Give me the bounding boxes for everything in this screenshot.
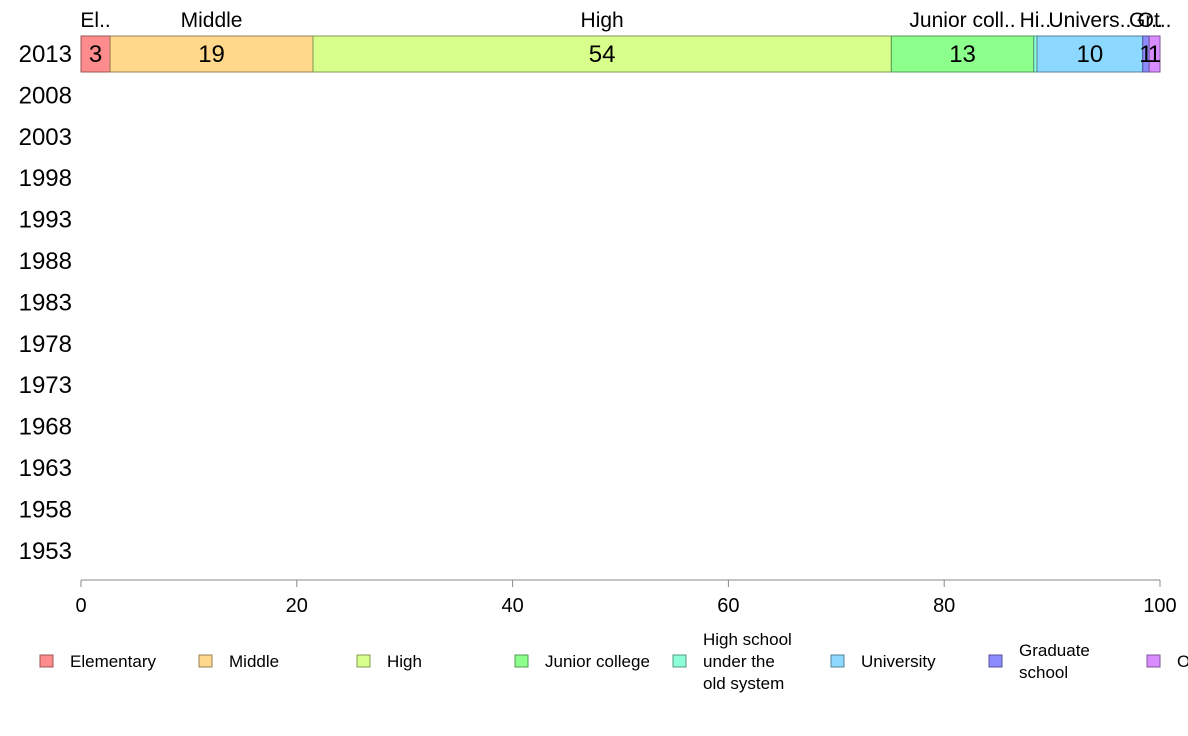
legend-swatch-middle — [198, 654, 213, 668]
y-axis-labels: 2013 2008 2003 1998 1993 1988 1983 1978 1973 1968… — [19, 41, 72, 565]
x-tick-label-20: 20 — [286, 595, 308, 617]
legend-swatch-high-school-under-the-old-system — [672, 654, 687, 668]
x-tick-label-40: 40 — [501, 595, 523, 617]
segment-label-elementary: 3 — [89, 41, 102, 68]
legend-swatch-elementary — [39, 654, 54, 668]
top-labels: El.. Middle High Junior coll.. Hi..Univers..… — [80, 9, 1171, 32]
y-label-1983: 1983 — [19, 289, 72, 316]
segment-label-graduate-school: 1 — [1139, 41, 1152, 68]
x-axis: 0 20 40 60 80 100 — [75, 579, 1177, 617]
legend-label-university-0: University — [861, 652, 936, 671]
legend-label-junior-college-0: Junior college — [545, 652, 650, 671]
y-label-2003: 2003 — [19, 124, 72, 151]
legend-label-graduate-school-1: school — [1019, 663, 1068, 682]
y-label-1968: 1968 — [19, 414, 72, 441]
top-label-university: Univers.. — [1048, 9, 1131, 32]
bar-2013-university — [1036, 35, 1144, 73]
legend-label-others-0: O — [1177, 652, 1188, 671]
segment-label-junior-college: 13 — [949, 41, 976, 68]
y-label-1988: 1988 — [19, 248, 72, 275]
y-label-2013: 2013 — [19, 41, 72, 68]
top-label-graduate-school: Gr.. — [1129, 9, 1163, 32]
bar-2013-middle — [109, 35, 314, 73]
y-label-1993: 1993 — [19, 207, 72, 234]
top-label-junior-college: Junior coll.. — [909, 9, 1015, 32]
legend-label-high-school-under-the-old-system-2: old system — [703, 674, 784, 693]
segment-label-middle: 19 — [198, 41, 225, 68]
y-label-2008: 2008 — [19, 82, 72, 109]
top-label-high: High — [581, 9, 624, 32]
y-label-1963: 1963 — [19, 455, 72, 482]
segment-label-high: 54 — [589, 41, 616, 68]
top-label-others: Ot.. — [1138, 9, 1172, 32]
segment-labels: 3 19 54 13 10 11 — [89, 41, 1161, 68]
x-tick-label-80: 80 — [933, 595, 955, 617]
legend-label-high-school-under-the-old-system-0: High school — [703, 630, 792, 649]
legend-label-graduate-school-0: Graduate — [1019, 641, 1090, 660]
y-label-1973: 1973 — [19, 372, 72, 399]
legend-label-middle-0: Middle — [229, 652, 279, 671]
top-label-high-school-under-the-old-system: Hi.. — [1020, 9, 1052, 32]
y-label-1998: 1998 — [19, 165, 72, 192]
segment-label-others: 1 — [1148, 41, 1161, 68]
legend-swatch-others — [1146, 654, 1161, 668]
y-label-1958: 1958 — [19, 496, 72, 523]
legend-label-high-0: High — [387, 652, 422, 671]
legend-label-elementary-0: Elementary — [70, 652, 156, 671]
bars — [80, 35, 1161, 73]
x-tick-label-0: 0 — [75, 595, 86, 617]
top-label-elementary: El.. — [80, 9, 110, 32]
legend-label-high-school-under-the-old-system-1: under the — [703, 652, 775, 671]
legend-swatch-junior-college — [514, 654, 529, 668]
legend: Elementary Middle High Junior college High s… — [39, 630, 1188, 693]
legend-swatch-high — [356, 654, 371, 668]
legend-swatch-graduate-school — [988, 654, 1003, 668]
bar-2013-others — [1148, 35, 1161, 73]
x-tick-label-60: 60 — [717, 595, 739, 617]
top-label-middle: Middle — [181, 9, 243, 32]
segment-label-university: 10 — [1077, 41, 1104, 68]
y-label-1953: 1953 — [19, 538, 72, 565]
legend-swatch-university — [830, 654, 845, 668]
y-label-1978: 1978 — [19, 331, 72, 358]
x-tick-label-100: 100 — [1143, 595, 1176, 617]
